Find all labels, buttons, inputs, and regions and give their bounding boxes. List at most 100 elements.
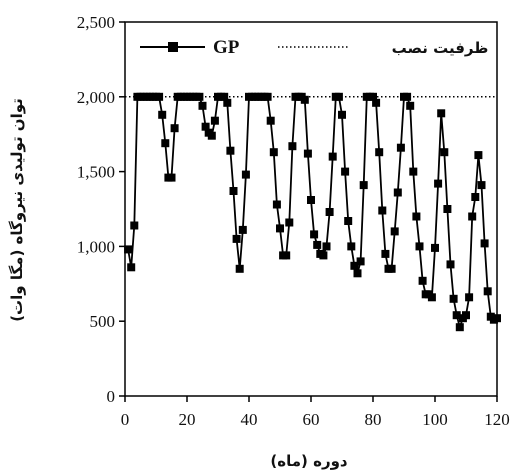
y-axis-title: توان تولیدی نیروگاه (مگا وات) [8, 98, 26, 322]
gp-point [272, 200, 281, 209]
gp-line [127, 95, 498, 331]
gp-point [226, 146, 235, 155]
gp-point [449, 294, 458, 303]
gp-point [195, 92, 204, 101]
gp-point [322, 242, 331, 251]
gp-point [229, 187, 238, 195]
gp-point [130, 221, 139, 230]
gp-point [220, 92, 229, 101]
gp-point [440, 148, 449, 157]
gp-point [313, 240, 322, 249]
gp-point [307, 196, 315, 204]
gp-point [347, 242, 356, 251]
gp-point [341, 167, 350, 176]
legend-gp-label: GP [213, 37, 240, 58]
gp-point [276, 224, 284, 233]
gp-point [471, 193, 480, 201]
gp-point [198, 101, 207, 110]
gp-point [350, 261, 359, 270]
x-tick-label: 120 [484, 410, 510, 429]
gp-point [282, 251, 291, 260]
gp-point [210, 116, 219, 125]
gp-point [455, 323, 464, 332]
gp-point [387, 264, 396, 273]
gp-point [465, 293, 474, 302]
gp-point [170, 124, 179, 133]
gp-point [127, 263, 136, 272]
gp-point [310, 230, 319, 239]
gp-point [263, 92, 272, 101]
gp-point [155, 92, 164, 101]
x-tick-label: 80 [365, 410, 382, 429]
gp-point [356, 257, 365, 266]
gp-point [443, 205, 452, 213]
gp-point [207, 131, 216, 140]
x-tick-label: 20 [179, 410, 196, 429]
gp-point [393, 188, 402, 197]
gp-point [124, 245, 133, 254]
gp-point [409, 167, 418, 176]
y-tick-label: 1,500 [77, 163, 115, 182]
gp-point [353, 269, 362, 278]
gp-point [269, 148, 278, 157]
gp-point [241, 170, 250, 179]
gp-point [474, 151, 483, 160]
gp-point [344, 217, 353, 225]
gp-point [319, 251, 328, 260]
legend: GP ظرفیت نصب [140, 37, 488, 58]
gp-point [235, 264, 244, 273]
y-tick-label: 500 [90, 312, 116, 331]
gp-point [431, 243, 439, 252]
gp-point [437, 109, 446, 118]
gp-point [167, 173, 176, 182]
gp-point [462, 311, 470, 320]
gp-point [418, 276, 427, 285]
gp-point [390, 227, 399, 236]
gp-point [415, 242, 424, 251]
gp-point [288, 142, 297, 151]
x-axis-title: دوره (ماه) [270, 452, 348, 470]
x-tick-label: 40 [241, 410, 258, 429]
gp-point [201, 122, 210, 131]
y-tick-label: 0 [107, 387, 116, 406]
gp-point [325, 208, 334, 216]
gp-point [378, 206, 387, 215]
gp-point [359, 181, 368, 190]
gp-point [381, 249, 390, 258]
gp-point [483, 287, 492, 296]
gp-point [396, 143, 405, 152]
gp-point [328, 152, 337, 161]
gp-point [452, 311, 461, 320]
gp-point [158, 110, 167, 119]
x-tick-label: 60 [303, 410, 320, 429]
gp-series [127, 95, 498, 331]
legend-capacity-label: ظرفیت نصب [392, 39, 489, 57]
gp-point [238, 225, 247, 234]
gp-point [403, 92, 412, 101]
gp-point [468, 212, 477, 221]
x-tick-label: 0 [121, 410, 130, 429]
gp-point [427, 293, 436, 302]
gp-point [493, 314, 501, 323]
gp-point [446, 260, 455, 269]
x-axis: 0 20 40 60 80 100 120 [121, 396, 510, 429]
y-tick-label: 2,000 [77, 88, 115, 107]
gp-markers [124, 92, 501, 332]
gp-point [161, 139, 170, 148]
gp-point [285, 218, 294, 227]
gp-point [266, 116, 275, 125]
gp-point [369, 92, 377, 101]
gp-point [375, 148, 384, 157]
gp-point [412, 212, 421, 221]
gp-point [434, 179, 443, 188]
gp-point [372, 98, 381, 107]
y-tick-label: 1,000 [77, 237, 115, 256]
legend-gp-marker [168, 42, 178, 52]
gp-point [303, 149, 312, 158]
y-tick-label: 2,500 [77, 13, 115, 32]
y-axis: 0 500 1,000 1,500 2,000 2,500 [77, 13, 125, 406]
gp-point [477, 181, 486, 190]
gp-point [406, 101, 415, 110]
gp-point [338, 110, 346, 119]
